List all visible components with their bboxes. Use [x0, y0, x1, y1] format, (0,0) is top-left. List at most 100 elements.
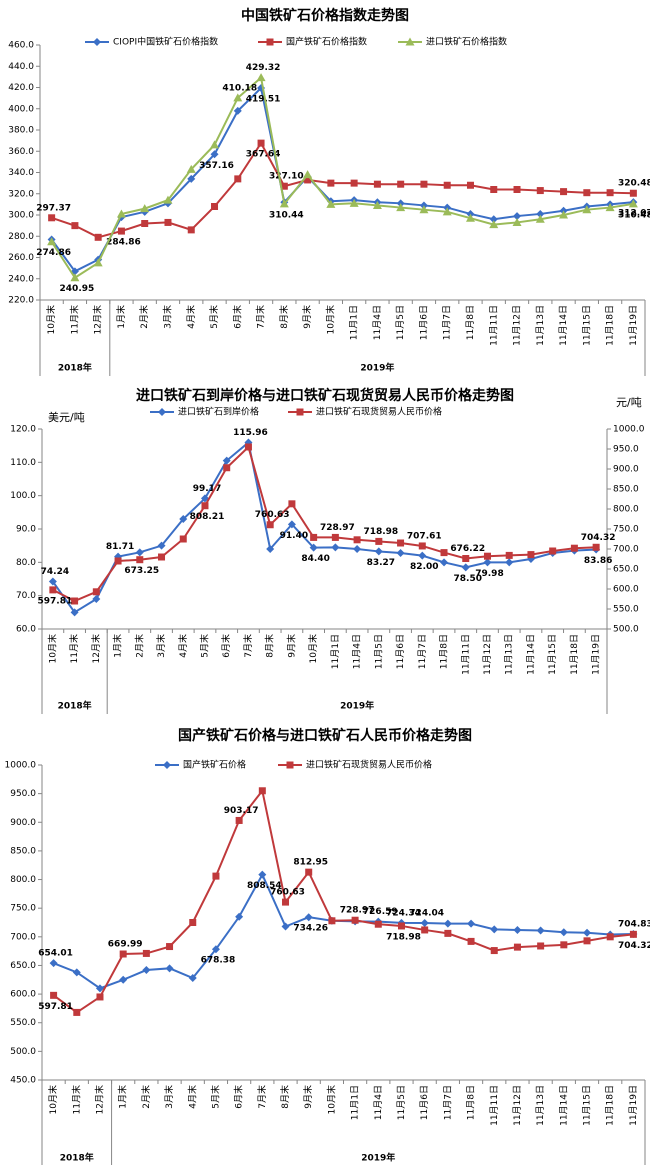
x-tick-label: 10月末 [324, 305, 336, 334]
marker [374, 547, 383, 556]
marker [235, 912, 244, 921]
marker [396, 203, 406, 212]
x-tick-label: 3月末 [161, 305, 173, 329]
x-tick-label: 8月末 [264, 634, 276, 658]
x-tick-label: 8月末 [279, 1085, 291, 1109]
x-tick-label: 4月末 [185, 305, 197, 329]
data-label: 83.86 [584, 556, 612, 566]
marker [212, 872, 220, 880]
group-label: 2019年 [340, 700, 374, 712]
legend-label: 进口铁矿石到岸价格 [178, 406, 259, 418]
data-label: 669.99 [108, 940, 143, 950]
marker [266, 521, 274, 529]
marker [328, 917, 336, 925]
marker [288, 500, 296, 508]
x-tick-label: 11月5日 [395, 305, 406, 340]
y-tick-label: 320.0 [8, 189, 34, 199]
data-label: 726.59 [363, 907, 398, 917]
marker [440, 549, 448, 557]
data-label: 284.86 [106, 238, 141, 248]
marker [188, 974, 197, 983]
x-tick-label: 11月15日 [582, 1085, 593, 1126]
x-tick-label: 7月末 [242, 634, 254, 658]
marker [233, 106, 242, 115]
marker [527, 551, 535, 559]
marker [418, 542, 426, 550]
x-tick-label: 10月末 [45, 305, 57, 334]
y-tick-label: 440.0 [8, 62, 34, 72]
y-tick-label: 420.0 [8, 83, 34, 93]
marker [560, 941, 568, 949]
marker [282, 898, 290, 906]
marker [256, 73, 266, 82]
marker [71, 222, 79, 230]
y2-tick-label: 600.0 [613, 585, 639, 595]
data-label: 760.63 [255, 510, 290, 520]
marker [223, 464, 231, 472]
marker [583, 928, 592, 937]
marker [116, 209, 126, 218]
x-tick-label: 8月末 [278, 305, 290, 329]
marker [420, 919, 429, 928]
chart-title: 中国铁矿石价格指数走势图 [241, 7, 409, 24]
x-tick-label: 5月末 [209, 1085, 221, 1109]
marker [258, 787, 266, 795]
y-tick-label: 550.0 [10, 1018, 36, 1028]
group-label: 2019年 [361, 1152, 395, 1164]
marker [163, 761, 171, 769]
series-line [51, 141, 634, 239]
x-tick-label: 11月14日 [525, 634, 536, 675]
marker [536, 187, 544, 195]
x-tick-label: 11月12日 [512, 305, 523, 346]
x-tick-label: 11月1日 [350, 1085, 361, 1120]
marker [396, 549, 405, 557]
y-tick-label: 460.0 [8, 41, 34, 51]
series-line [50, 86, 634, 273]
marker [142, 966, 151, 975]
marker [373, 180, 381, 188]
marker [513, 212, 522, 221]
marker [158, 408, 166, 416]
marker [135, 548, 144, 557]
x-tick-label: 11月13日 [504, 634, 515, 675]
y-tick-label: 280.0 [8, 232, 34, 242]
group-label: 2018年 [60, 1152, 94, 1164]
data-label: 718.98 [363, 527, 398, 537]
data-label: 654.01 [38, 949, 73, 959]
x-tick-label: 11月11日 [489, 1085, 500, 1126]
y-tick-label: 950.0 [10, 789, 36, 799]
marker [331, 533, 339, 541]
marker [96, 993, 104, 1001]
marker [419, 205, 429, 214]
data-label: 678.38 [201, 956, 236, 966]
marker [73, 1008, 81, 1016]
x-tick-label: 11月5日 [373, 634, 384, 669]
x-tick-label: 6月末 [231, 305, 243, 329]
y-tick-label: 340.0 [8, 168, 34, 178]
x-tick-label: 10月末 [47, 1085, 59, 1114]
marker [536, 209, 545, 218]
marker [281, 922, 290, 931]
marker [505, 558, 514, 567]
series-line [53, 788, 634, 1014]
y2-tick-label: 500.0 [613, 625, 639, 635]
x-tick-label: 11月6日 [395, 634, 406, 669]
group-label: 2019年 [360, 362, 394, 374]
marker [489, 220, 499, 229]
data-label: 81.71 [106, 542, 134, 552]
legend-label: CIOPI中国铁矿石价格指数 [113, 36, 218, 48]
x-tick-label: 11月15日 [547, 634, 558, 675]
legend-label: 进口铁矿石现货贸易人民币价格 [306, 759, 432, 771]
marker [304, 913, 313, 922]
x-tick-label: 11月11日 [488, 305, 499, 346]
data-label: 240.95 [60, 284, 95, 294]
y2-tick-label: 1000.0 [613, 425, 645, 435]
marker [201, 502, 209, 510]
marker [349, 198, 359, 207]
x-tick-label: 5月末 [208, 305, 220, 329]
data-label: 903.17 [224, 806, 259, 816]
marker [397, 539, 405, 547]
marker [165, 964, 174, 973]
y-tick-label: 650.0 [10, 961, 36, 971]
